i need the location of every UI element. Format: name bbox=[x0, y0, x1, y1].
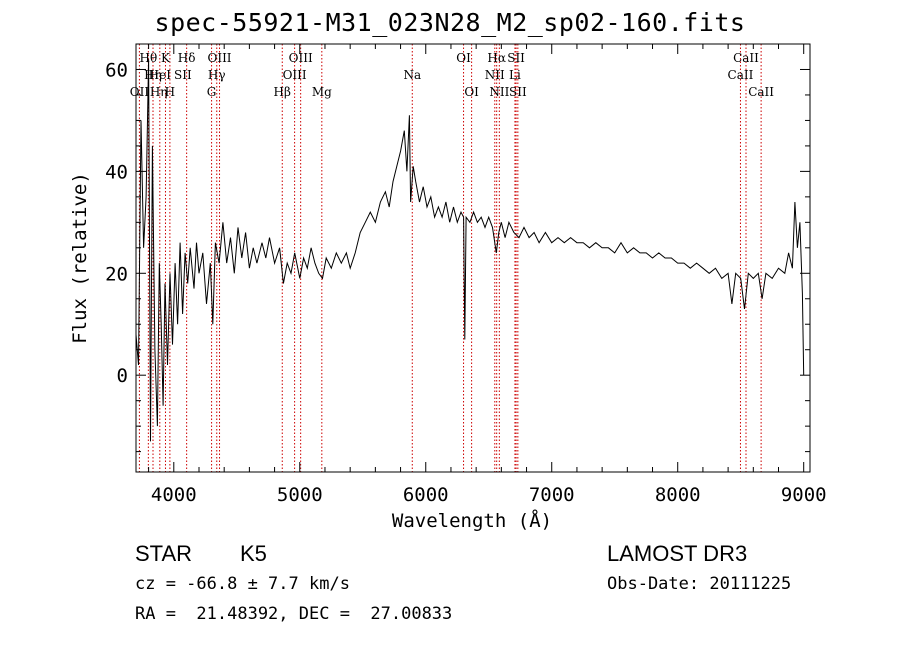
line-id-label: NII bbox=[485, 68, 505, 82]
line-id-label: Na bbox=[403, 68, 421, 82]
x-tick-label: 4000 bbox=[151, 484, 197, 506]
object-subclass: K5 bbox=[240, 541, 267, 566]
line-id-label: OII bbox=[130, 85, 150, 99]
line-id-label: Mg bbox=[312, 85, 332, 99]
line-id-label: HeI bbox=[149, 68, 172, 82]
line-id-label: H bbox=[165, 85, 175, 99]
line-id-label: SII bbox=[174, 68, 192, 82]
line-id-label: SII bbox=[509, 85, 527, 99]
x-tick-label: 8000 bbox=[655, 484, 701, 506]
line-id-label: CaII bbox=[748, 85, 774, 99]
y-tick-label: 20 bbox=[105, 263, 128, 285]
line-id-label: Hη bbox=[150, 85, 168, 99]
line-id-label: Hβ bbox=[274, 85, 291, 99]
line-id-label: Li bbox=[509, 68, 521, 82]
x-tick-label: 5000 bbox=[277, 484, 323, 506]
line-id-label: CaII bbox=[733, 51, 759, 65]
observation-date: Obs-Date: 20111225 bbox=[607, 574, 792, 594]
line-id-label: OIII bbox=[283, 68, 307, 82]
line-id-label: Hη bbox=[144, 68, 162, 82]
survey-release: LAMOST DR3 bbox=[607, 541, 748, 566]
x-tick-label: 6000 bbox=[403, 484, 449, 506]
y-tick-label: 40 bbox=[105, 161, 128, 183]
coordinates: RA = 21.48392, DEC = 27.00833 bbox=[135, 604, 453, 624]
x-tick-label: 7000 bbox=[529, 484, 575, 506]
line-id-label: Hδ bbox=[178, 51, 196, 65]
line-id-label: CaII bbox=[728, 68, 754, 82]
line-id-label: SII bbox=[507, 51, 525, 65]
line-id-label: Hγ bbox=[208, 68, 226, 82]
plot-frame bbox=[135, 43, 811, 473]
y-tick-label: 0 bbox=[117, 365, 128, 387]
line-id-label: G bbox=[207, 85, 217, 99]
y-axis-label: Flux (relative) bbox=[69, 172, 91, 344]
line-id-label: OI bbox=[464, 85, 479, 99]
flux-series-line bbox=[135, 59, 805, 442]
line-id-label: NII bbox=[489, 85, 509, 99]
line-id-label: OIII bbox=[207, 51, 231, 65]
chart-title: spec-55921-M31_023N28_M2_sp02-160.fits bbox=[154, 8, 746, 37]
x-tick-label: 9000 bbox=[781, 484, 827, 506]
x-axis-label: Wavelength (Å) bbox=[391, 510, 553, 532]
object-class: STAR bbox=[135, 541, 193, 566]
line-id-label: K bbox=[161, 51, 171, 65]
y-tick-label: 60 bbox=[105, 59, 128, 81]
redshift-velocity: cz = -66.8 ± 7.7 km/s bbox=[135, 574, 350, 594]
line-id-label: OIII bbox=[289, 51, 313, 65]
line-id-label: OI bbox=[456, 51, 471, 65]
line-id-label: Hθ bbox=[139, 51, 157, 65]
line-id-label: Hα bbox=[487, 51, 506, 65]
